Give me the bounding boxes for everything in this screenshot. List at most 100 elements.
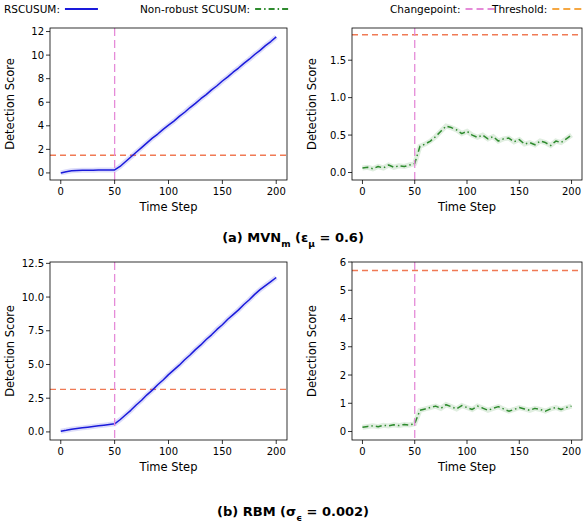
legend-entry: Changepoint:: [390, 3, 499, 15]
y-tick: [46, 125, 50, 126]
x-tick-label: 100: [159, 446, 178, 457]
y-tick: [46, 149, 50, 150]
threshold-line: [352, 270, 582, 271]
legend-swatch: [65, 8, 98, 10]
y-tick: [348, 290, 352, 291]
x-tick: [168, 180, 169, 184]
x-tick: [519, 180, 520, 184]
x-tick-label: 150: [213, 186, 232, 197]
y-tick: [46, 330, 50, 331]
x-tick-label: 0: [359, 446, 365, 457]
x-tick: [276, 440, 277, 444]
series-line: [61, 278, 276, 432]
x-axis-label: Time Step: [139, 200, 198, 214]
x-tick: [362, 440, 363, 444]
y-tick: [46, 172, 50, 173]
panel: 0501001502000123456Time StepDetection Sc…: [305, 257, 582, 475]
x-tick-label: 100: [457, 446, 476, 457]
y-tick-label: 1: [340, 398, 346, 409]
y-tick-label: 0.0: [330, 167, 346, 178]
caption-part: (a) MVN: [222, 230, 281, 245]
x-tick-label: 0: [359, 186, 365, 197]
plot-frame: [352, 28, 582, 180]
y-tick-label: 12: [31, 26, 44, 37]
x-tick: [60, 180, 61, 184]
x-tick-label: 200: [267, 446, 286, 457]
y-tick-label: 7.5: [28, 325, 44, 336]
y-tick: [46, 102, 50, 103]
y-tick-label: 8: [38, 73, 44, 84]
x-tick-label: 50: [408, 186, 421, 197]
threshold-line: [50, 389, 287, 390]
y-tick: [46, 398, 50, 399]
y-tick: [46, 297, 50, 298]
caption-part: (ε: [291, 230, 309, 245]
x-tick-label: 0: [58, 446, 64, 457]
y-axis-label: Detection Score: [3, 58, 17, 150]
x-tick-label: 150: [510, 446, 529, 457]
x-tick-label: 50: [108, 186, 121, 197]
changepoint-line: [114, 262, 115, 440]
y-tick-label: 10: [31, 50, 44, 61]
plot-area: [352, 262, 582, 440]
plot-area: [50, 262, 287, 440]
series-line: [362, 405, 571, 428]
threshold-line: [352, 34, 582, 35]
y-tick-label: 0.5: [330, 130, 346, 141]
y-tick: [46, 364, 50, 365]
x-tick: [276, 180, 277, 184]
y-tick: [46, 55, 50, 56]
y-tick: [348, 135, 352, 136]
legend-label: Changepoint:: [390, 3, 461, 15]
y-tick: [348, 262, 352, 263]
x-tick: [571, 440, 572, 444]
x-axis-label: Time Step: [437, 200, 496, 214]
x-axis-label: Time Step: [437, 460, 496, 474]
y-tick-label: 6: [340, 257, 346, 268]
series-band: [362, 126, 571, 169]
y-tick-label: 10.0: [22, 292, 44, 303]
legend-entry: RSCUSUM:: [4, 3, 98, 15]
y-tick-label: 2.5: [28, 393, 44, 404]
y-tick-label: 12.5: [22, 258, 44, 269]
x-tick: [571, 180, 572, 184]
background: [0, 0, 586, 530]
x-tick-label: 100: [457, 186, 476, 197]
legend-entry: Threshold:: [491, 3, 585, 15]
x-tick: [467, 180, 468, 184]
figure: RSCUSUM:Non-robust SCUSUM:Changepoint:Th…: [0, 0, 586, 530]
y-tick: [348, 318, 352, 319]
y-tick-label: 5: [340, 285, 346, 296]
y-tick-label: 1.5: [330, 55, 346, 66]
x-tick: [414, 440, 415, 444]
panel: 050100150200024681012Time StepDetection …: [3, 26, 287, 214]
x-tick: [414, 180, 415, 184]
y-tick: [348, 97, 352, 98]
legend-swatch: [255, 8, 288, 10]
x-tick: [60, 440, 61, 444]
y-tick: [348, 60, 352, 61]
y-tick-label: 4: [38, 120, 44, 131]
y-axis-label: Detection Score: [305, 305, 319, 397]
y-tick-label: 2: [38, 144, 44, 155]
y-tick-label: 0: [38, 167, 44, 178]
plot-frame: [352, 262, 582, 440]
changepoint-line: [114, 28, 115, 180]
y-tick: [46, 263, 50, 264]
y-tick-label: 1.0: [330, 92, 346, 103]
series-band: [362, 405, 571, 428]
x-tick-label: 200: [267, 186, 286, 197]
y-tick: [348, 346, 352, 347]
caption-part: (b) RBM (σ: [217, 504, 296, 519]
x-tick-label: 150: [213, 446, 232, 457]
legend-label: Threshold:: [491, 3, 547, 15]
y-tick-label: 0.0: [28, 426, 44, 437]
x-tick: [114, 440, 115, 444]
caption: (a) MVNm (εμ = 0.6): [222, 230, 364, 249]
x-tick-label: 50: [108, 446, 121, 457]
y-tick: [348, 431, 352, 432]
x-tick: [222, 180, 223, 184]
y-axis-label: Detection Score: [3, 305, 17, 397]
plot-frame: [50, 28, 287, 180]
plot-frame: [50, 262, 287, 440]
